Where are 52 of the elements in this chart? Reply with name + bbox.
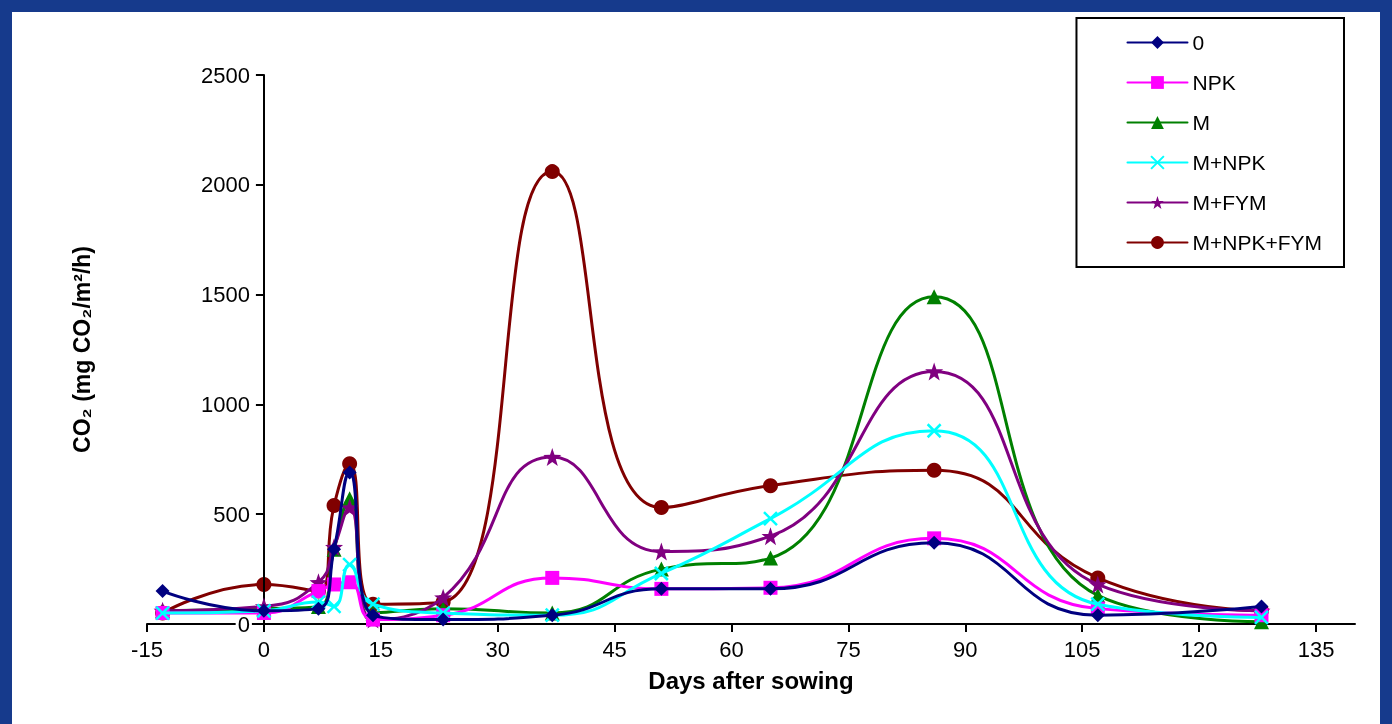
- point: [342, 465, 357, 480]
- x-tick-label: 30: [485, 636, 510, 662]
- point: [762, 510, 779, 527]
- y-tick-label: 2000: [200, 172, 250, 198]
- x-tick-label: 75: [836, 636, 861, 662]
- point: [543, 448, 562, 467]
- legend-label: M+FYM: [1192, 191, 1267, 214]
- legend-label: M+NPK+FYM: [1192, 231, 1322, 254]
- point: [653, 500, 669, 516]
- x-tick-label: 0: [257, 636, 271, 662]
- legend-label: M+NPK: [1192, 151, 1266, 174]
- point: [340, 498, 359, 517]
- x-tick-label: 105: [1063, 636, 1101, 662]
- point: [762, 550, 778, 566]
- point: [761, 527, 780, 546]
- x-tick-label: -15: [131, 636, 163, 662]
- point: [926, 423, 942, 439]
- y-tick-label: 1000: [200, 391, 250, 417]
- x-axis-title: Days after sowing: [648, 666, 854, 694]
- legend-label: NPK: [1192, 71, 1236, 94]
- x-tick-label: 45: [602, 636, 627, 662]
- y-tick-label: 2500: [200, 62, 250, 88]
- point: [763, 478, 778, 494]
- point: [925, 362, 944, 381]
- point: [436, 612, 451, 627]
- point: [545, 570, 560, 585]
- point: [926, 462, 942, 478]
- point: [326, 598, 342, 615]
- point: [927, 535, 942, 550]
- y-axis-title: CO₂ (mg CO₂/m²/h): [69, 246, 96, 453]
- y-tick-label: 1500: [200, 282, 250, 308]
- legend-label: 0: [1192, 31, 1205, 54]
- point: [326, 497, 342, 513]
- x-tick-label: 15: [368, 636, 394, 662]
- x-tick-label: 60: [719, 636, 744, 662]
- point: [1088, 575, 1107, 594]
- y-tick-label: 500: [213, 501, 250, 527]
- point: [926, 289, 942, 305]
- point: [652, 542, 671, 561]
- point: [155, 584, 170, 599]
- point: [1090, 608, 1105, 623]
- x-tick-label: 90: [953, 636, 978, 662]
- point: [653, 565, 670, 582]
- point: [434, 588, 453, 607]
- legend-label: M: [1192, 111, 1210, 134]
- point: [341, 556, 358, 573]
- y-tick-label: 0: [237, 611, 250, 637]
- x-tick-label: 120: [1180, 636, 1218, 662]
- point: [544, 164, 560, 180]
- x-tick-label: 135: [1297, 636, 1335, 662]
- point: [1254, 599, 1269, 614]
- point: [1090, 596, 1106, 612]
